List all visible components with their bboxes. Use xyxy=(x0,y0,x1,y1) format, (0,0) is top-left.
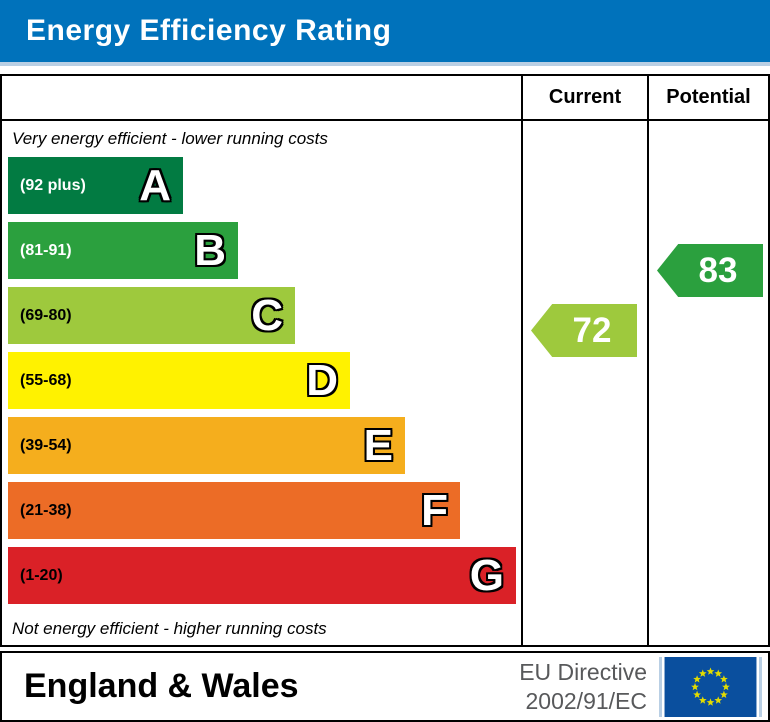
band-d: (55-68) D xyxy=(8,352,350,409)
band-g: (1-20) G xyxy=(8,547,516,604)
page-title: Energy Efficiency Rating xyxy=(26,14,392,47)
footer: England & Wales EU Directive 2002/91/EC xyxy=(0,651,770,722)
band-letter: D xyxy=(306,356,338,405)
band-b: (81-91) B xyxy=(8,222,238,279)
potential-rating-value: 83 xyxy=(698,250,738,290)
eu-directive-line1: EU Directive xyxy=(519,659,647,686)
band-c: (69-80) C xyxy=(8,287,295,344)
band-letter: G xyxy=(469,551,504,600)
band-row-f: (21-38) F xyxy=(8,482,521,539)
band-row-c: (69-80) C xyxy=(8,287,521,344)
band-range: (69-80) xyxy=(20,306,72,324)
band-row-e: (39-54) E xyxy=(8,417,521,474)
band-f: (21-38) F xyxy=(8,482,460,539)
band-letter: F xyxy=(421,486,448,535)
column-header-bands xyxy=(2,76,521,121)
potential-column: 83 xyxy=(647,121,768,645)
band-range: (92 plus) xyxy=(20,176,86,194)
band-row-a: (92 plus) A xyxy=(8,157,521,214)
column-header-potential: Potential xyxy=(647,76,768,121)
band-range: (1-20) xyxy=(20,566,63,584)
eu-directive-label: EU Directive 2002/91/EC xyxy=(519,658,647,714)
band-letter: A xyxy=(139,161,171,210)
eu-directive-line2: 2002/91/EC xyxy=(525,687,647,714)
title-bar-accent-stripe xyxy=(0,62,770,66)
band-range: (55-68) xyxy=(20,371,72,389)
band-letter: E xyxy=(363,421,393,470)
band-row-d: (55-68) D xyxy=(8,352,521,409)
band-range: (21-38) xyxy=(20,501,72,519)
current-column: 72 xyxy=(521,121,647,645)
band-letter: B xyxy=(194,226,226,275)
potential-rating-arrow: 83 xyxy=(657,244,763,297)
region-label: England & Wales xyxy=(24,667,299,705)
title-bar: Energy Efficiency Rating xyxy=(0,0,770,62)
band-e: (39-54) E xyxy=(8,417,405,474)
bottom-note: Not energy efficient - higher running co… xyxy=(12,618,327,638)
band-range: (39-54) xyxy=(20,436,72,454)
band-letter: C xyxy=(251,291,283,340)
column-header-current: Current xyxy=(521,76,647,121)
bands-area: Very energy efficient - lower running co… xyxy=(2,121,521,645)
current-rating-arrow: 72 xyxy=(531,304,637,357)
band-a: (92 plus) A xyxy=(8,157,183,214)
band-row-b: (81-91) B xyxy=(8,222,521,279)
top-note: Very energy efficient - lower running co… xyxy=(12,129,328,148)
current-rating-value: 72 xyxy=(572,310,612,350)
eu-flag-icon xyxy=(659,656,762,717)
band-range: (81-91) xyxy=(20,241,72,259)
band-row-g: (1-20) G xyxy=(8,547,521,604)
rating-table: Current Potential Very energy efficient … xyxy=(0,74,770,647)
